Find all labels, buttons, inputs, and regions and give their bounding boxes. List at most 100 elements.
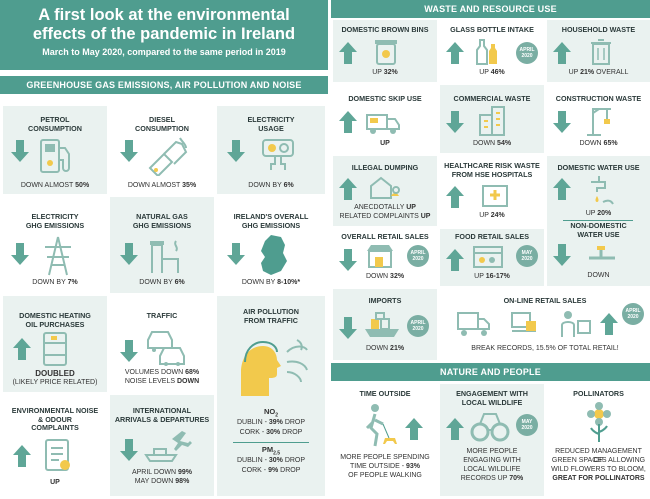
skip-label: DOMESTIC SKIP USE xyxy=(348,94,422,103)
april-badge: APRIL 2020 xyxy=(407,245,429,267)
heating-cell: DOMESTIC HEATING OIL PURCHASES DOUBLED (L… xyxy=(3,296,107,392)
crane-icon xyxy=(587,108,611,136)
online-delivery-icon xyxy=(511,312,536,332)
dumping-label: ILLEGAL DUMPING xyxy=(351,163,419,172)
arrow-up-icon xyxy=(446,249,464,271)
electricity-label: ELECTRICITY USAGE xyxy=(247,115,295,133)
ireland-map-icon xyxy=(261,235,287,275)
diesel-label: DIESEL CONSUMPTION xyxy=(135,115,189,133)
petrol-value: DOWN ALMOST 50% xyxy=(20,182,90,189)
commercial-value: DOWN 54% xyxy=(472,140,512,147)
pylon-icon xyxy=(45,236,71,276)
arrow-up-icon xyxy=(600,313,618,335)
arrow-down-icon xyxy=(120,243,138,265)
arrow-down-icon xyxy=(227,140,245,162)
traffic-value-1: VOLUMES DOWN 68% xyxy=(124,369,200,376)
arrow-up-icon xyxy=(13,445,31,467)
wildlife-label: ENGAGEMENT WITH LOCAL WILDLIFE xyxy=(456,389,528,407)
arrow-down-icon xyxy=(339,317,357,339)
online-retail-cell: ON-LINE RETAIL SALES APRIL 2020 BREAK REC… xyxy=(440,289,650,360)
wildlife-value-4: RECORDS UP 70% xyxy=(460,475,524,482)
gas-ghg-cell: NATURAL GAS GHG EMISSIONS DOWN BY 6% xyxy=(110,197,214,293)
arrow-down-icon xyxy=(339,249,357,271)
time-outside-label: TIME OUTSIDE xyxy=(359,389,411,398)
arrow-up-icon xyxy=(339,178,357,200)
title-line-2: effects of the pandemic in Ireland xyxy=(32,25,296,43)
food-shop-icon xyxy=(473,246,503,268)
fuel-pump-icon xyxy=(40,139,70,173)
gas-pipe-icon xyxy=(150,240,179,273)
food-retail-cell: FOOD RETAIL SALES MAY 2020 UP 16-17% xyxy=(440,229,544,286)
household-cell: HOUSEHOLD WASTE UP 21% OVERALL xyxy=(547,20,650,82)
arrow-down-icon xyxy=(446,111,464,133)
cars-icon xyxy=(147,331,185,366)
tap-icon xyxy=(591,176,614,205)
arrow-down-icon xyxy=(553,111,571,133)
wildlife-value-1: MORE PEOPLE xyxy=(466,448,518,455)
arrow-down-icon xyxy=(227,243,245,265)
pollinators-value-2: GREEN SPACES ALLOWING xyxy=(551,457,646,464)
construction-cell: CONSTRUCTION WASTE DOWN 65% xyxy=(547,85,650,153)
section-nature: NATURE AND PEOPLE xyxy=(331,363,650,381)
title-line-1: A first look at the environmental xyxy=(38,6,290,24)
flowers-icon xyxy=(587,402,611,442)
pollinators-value-3: WILD FLOWERS TO BLOOM, xyxy=(551,466,646,473)
food-retail-label: FOOD RETAIL SALES xyxy=(454,232,529,241)
plug-socket-icon xyxy=(262,139,294,170)
commercial-label: COMMERCIAL WASTE xyxy=(453,94,531,103)
pollinators-value-1: REDUCED MANAGEMENT OF xyxy=(555,448,642,464)
subtitle: March to May 2020, compared to the same … xyxy=(42,47,286,57)
time-outside-value-1: MORE PEOPLE SPENDING xyxy=(340,454,430,461)
arrow-up-icon xyxy=(13,338,31,360)
food-retail-value: UP 16-17% xyxy=(474,273,510,280)
arrivals-value-1: APRIL DOWN 99% xyxy=(131,469,193,476)
heating-note: (LIKELY PRICE RELATED) xyxy=(12,379,98,386)
ireland-ghg-cell: IRELAND'S OVERALL GHG EMISSIONS DOWN BY 8… xyxy=(217,197,325,293)
header: A first look at the environmental effect… xyxy=(0,0,328,70)
diesel-cell: DIESEL CONSUMPTION DOWN ALMOST 35% xyxy=(110,106,214,194)
no2-heading: NO2 xyxy=(263,407,279,419)
glass-cell: GLASS BOTTLE INTAKE APRIL 2020 UP 46% xyxy=(440,20,544,82)
construction-value: DOWN 65% xyxy=(579,140,618,147)
imports-label: IMPORTS xyxy=(368,296,402,305)
online-retail-value: BREAK RECORDS, 15.5% OF TOTAL RETAIL! xyxy=(471,345,619,352)
brown-bin-icon xyxy=(375,40,397,65)
arrow-down-icon xyxy=(120,140,138,162)
glass-value: UP 46% xyxy=(479,69,505,76)
arrow-up-icon xyxy=(446,42,464,64)
arrivals-label: INTERNATIONAL ARRIVALS & DEPARTURES xyxy=(114,406,210,424)
arrow-up-icon xyxy=(446,418,464,440)
wildlife-value-2: ENGAGING WITH xyxy=(463,457,521,464)
april-badge: APRIL 2020 xyxy=(407,315,429,337)
petrol-label: PETROL CONSUMPTION xyxy=(28,115,82,133)
arrow-up-icon xyxy=(339,111,357,133)
arrow-up-icon xyxy=(405,418,423,440)
section-ghg: GREENHOUSE GAS EMISSIONS, AIR POLLUTION … xyxy=(0,76,328,94)
complaint-form-icon xyxy=(45,439,70,471)
heating-label: DOMESTIC HEATING OIL PURCHASES xyxy=(19,311,91,329)
electricity-ghg-cell: ELECTRICITY GHG EMISSIONS DOWN BY 7% xyxy=(3,197,107,293)
skip-value: UP xyxy=(380,140,390,147)
arrow-down-icon xyxy=(11,243,29,265)
pm-cork: CORK - 9% DROP xyxy=(241,467,301,474)
brown-bins-value: UP 32% xyxy=(372,69,398,76)
skip-truck-icon xyxy=(366,114,400,134)
petrol-cell: PETROL CONSUMPTION DOWN ALMOST 50% xyxy=(3,106,107,194)
noise-value: UP xyxy=(50,479,60,486)
time-outside-value-2: TIME OUTSIDE - 93% xyxy=(349,463,420,470)
arrow-down-icon xyxy=(553,244,571,266)
fuel-nozzle-icon xyxy=(148,137,188,176)
time-outside-cell: TIME OUTSIDE MORE PEOPLE SPENDING TIME O… xyxy=(333,384,437,496)
electricity-ghg-label: ELECTRICITY GHG EMISSIONS xyxy=(25,212,85,230)
ireland-ghg-label: IRELAND'S OVERALL GHG EMISSIONS xyxy=(233,212,309,230)
nondomestic-water-label: NON-DOMESTIC WATER USE xyxy=(570,221,627,239)
glass-label: GLASS BOTTLE INTAKE xyxy=(450,25,534,34)
heating-value: DOUBLED xyxy=(35,369,75,378)
pipe-valve-icon xyxy=(589,246,615,260)
bottles-icon xyxy=(476,39,497,65)
dumping-value-2: RELATED COMPLAINTS UP xyxy=(339,213,431,220)
household-value: UP 21% OVERALL xyxy=(568,69,629,76)
electricity-value: DOWN BY 6% xyxy=(248,182,294,189)
arrow-up-icon xyxy=(446,186,464,208)
pm-dublin: DUBLIN - 30% DROP xyxy=(236,457,306,464)
